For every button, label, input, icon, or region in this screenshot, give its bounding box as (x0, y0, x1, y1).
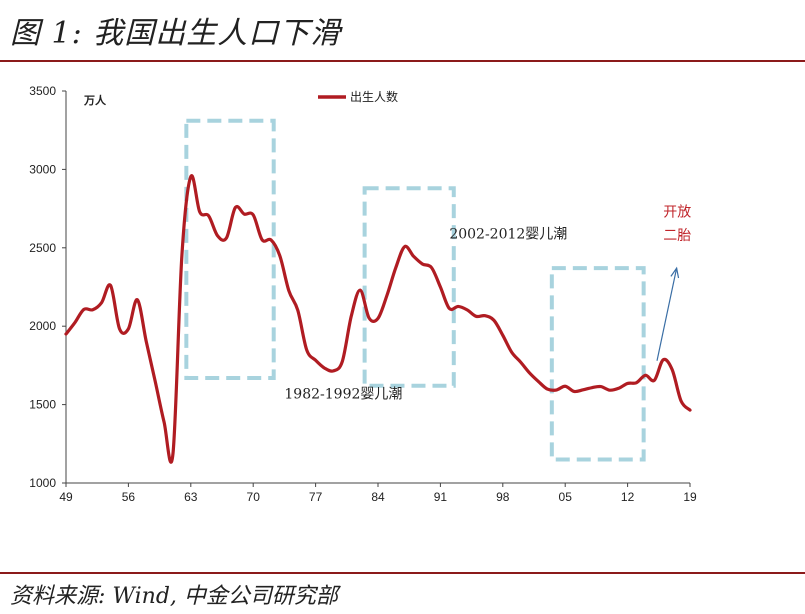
x-tick-label: 91 (434, 490, 448, 504)
x-tick-label: 70 (247, 490, 261, 504)
baby-boom-box (184, 118, 276, 380)
y-tick-label: 1500 (29, 398, 56, 412)
top-divider (0, 60, 805, 62)
y-tick-label: 3000 (29, 162, 56, 176)
page-title: 图 1: 我国出生人口下滑 (10, 16, 342, 51)
x-tick-label: 84 (371, 490, 385, 504)
baby-boom-box (549, 266, 646, 462)
x-tick-label: 05 (559, 490, 573, 504)
annotation-arrow (656, 268, 678, 361)
source-note: 资料来源: Wind, 中金公司研究部 (10, 584, 338, 609)
y-unit-label: 万人 (83, 93, 107, 107)
chart-annotation: 2002-2012婴儿潮 (449, 226, 567, 242)
series-line-births (64, 174, 692, 464)
legend-label: 出生人数 (350, 89, 398, 104)
y-tick-label: 2000 (29, 319, 56, 333)
y-tick-label: 3500 (29, 84, 56, 98)
bottom-divider (0, 572, 805, 574)
chart-annotation: 开放 (663, 204, 691, 220)
x-tick-label: 12 (621, 490, 635, 504)
x-tick-label: 56 (122, 490, 136, 504)
x-tick-label: 77 (309, 490, 323, 504)
y-tick-label: 2500 (29, 241, 56, 255)
chart-annotation: 1982-1992婴儿潮 (284, 386, 402, 402)
chart-annotation: 二胎 (663, 228, 691, 244)
x-tick-label: 49 (59, 490, 73, 504)
y-tick-label: 1000 (29, 476, 56, 490)
annotation-arrow-head (670, 266, 680, 279)
baby-boom-box (362, 186, 456, 388)
x-tick-label: 19 (683, 490, 697, 504)
x-tick-label: 98 (496, 490, 510, 504)
x-tick-label: 63 (184, 490, 198, 504)
